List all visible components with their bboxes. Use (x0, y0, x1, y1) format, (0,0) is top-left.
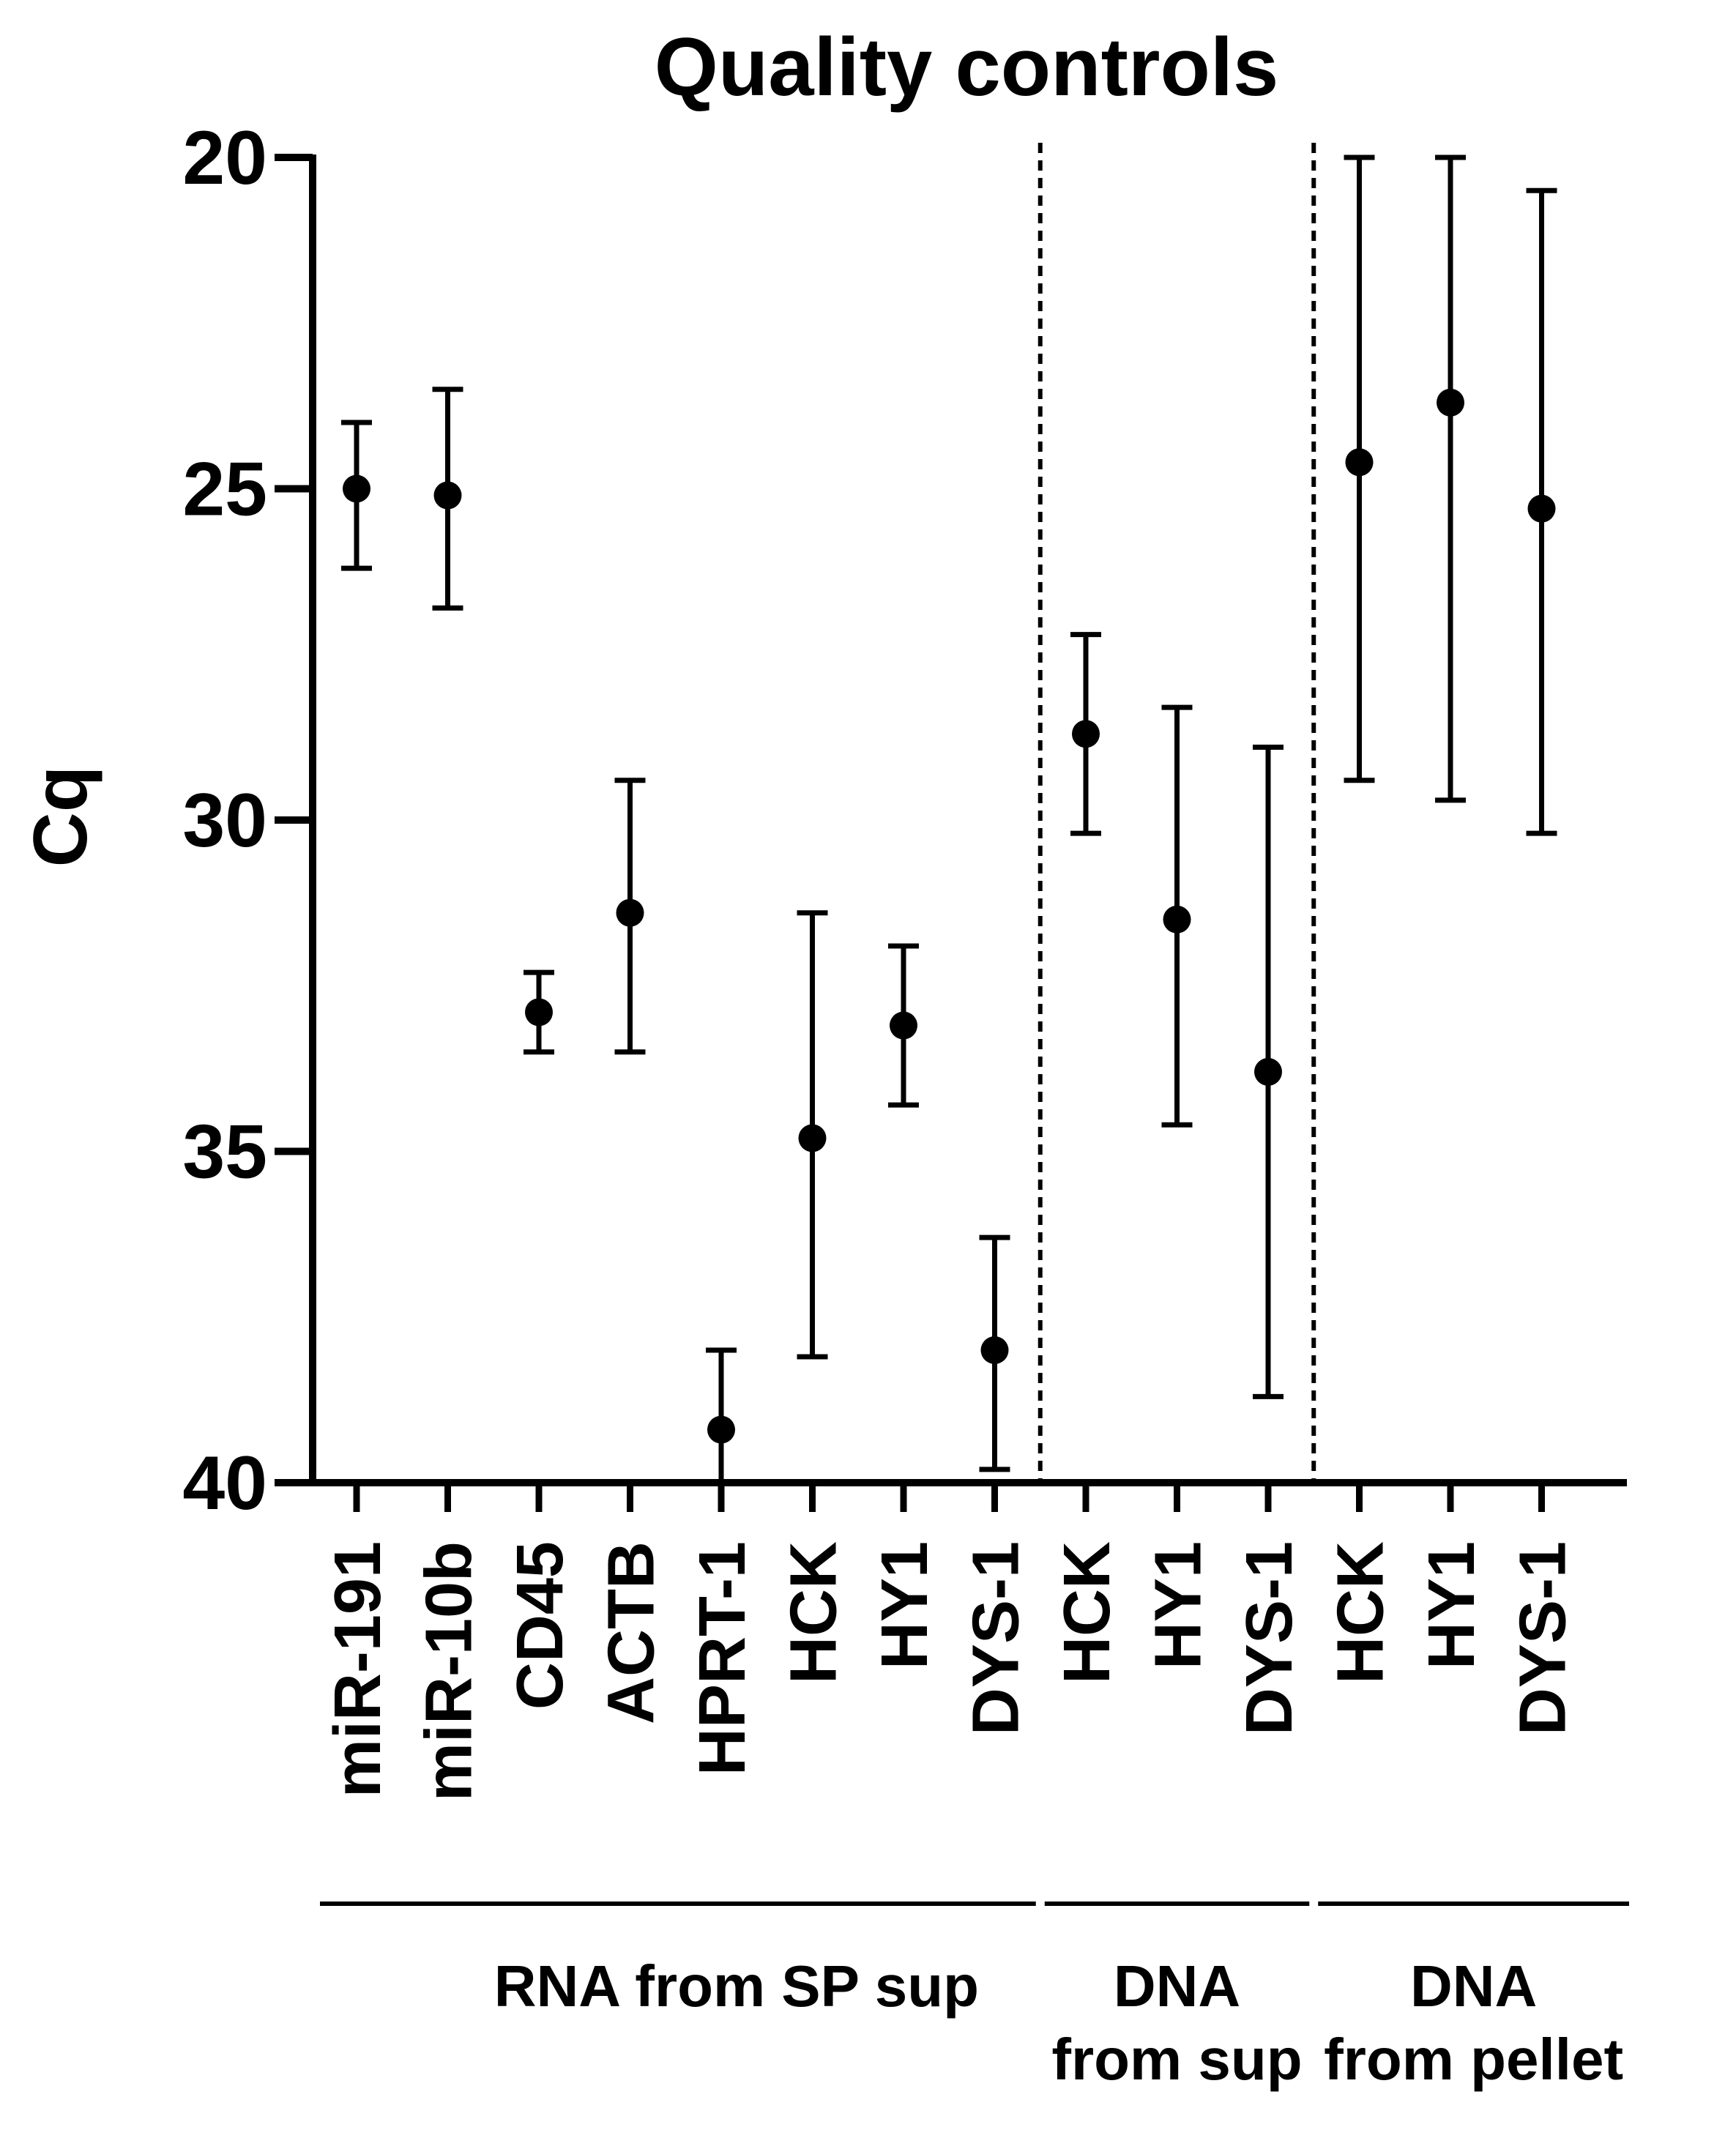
data-point (890, 1011, 917, 1040)
data-point-group (979, 1234, 1010, 1472)
data-point (980, 1336, 1009, 1364)
x-tick-label: CD45 (504, 1541, 577, 1710)
chart-title: Quality controls (655, 21, 1279, 113)
group-labels: RNA from SP sup DNA from sup DNA from pellet (320, 1902, 1629, 2092)
data-point-group (1344, 154, 1375, 783)
x-axis: miR-191 miR-10b CD45 ACTB HPRT-1 HCK HY1 DYS-1 H… (313, 1479, 1627, 1801)
data-point-group (524, 969, 554, 1055)
data-point-group (797, 910, 828, 1360)
data-point-group (706, 1347, 737, 1486)
data-point (798, 1124, 827, 1152)
data-point-group (432, 387, 463, 611)
data-point (616, 898, 644, 927)
x-tick-label: DYS-1 (960, 1541, 1033, 1735)
dividers (1037, 143, 1316, 1483)
data-point (1254, 1057, 1282, 1086)
data-point (343, 474, 370, 503)
group-label-line: DNA (1114, 1953, 1240, 2019)
x-tick-label: miR-191 (321, 1541, 395, 1798)
data-point (525, 998, 553, 1027)
data-point (433, 481, 462, 510)
x-tick-label: HCK (1051, 1541, 1124, 1684)
x-tick-label: HCK (778, 1541, 851, 1684)
data-point (1437, 388, 1464, 417)
data-point-group (614, 778, 646, 1055)
y-tick-label: 25 (182, 447, 267, 532)
x-tick-label: HY1 (868, 1541, 942, 1669)
data-point-group (1253, 744, 1284, 1399)
y-axis-label: Cq (18, 766, 103, 868)
y-tick-label: 20 (182, 116, 267, 201)
data-point-group (341, 420, 372, 571)
data-point-group (888, 943, 919, 1108)
y-tick-label: 35 (182, 1110, 267, 1195)
x-tick-label: DYS-1 (1233, 1541, 1306, 1735)
group-label-line: from sup (1051, 2027, 1302, 2092)
group-label: RNA from SP sup (494, 1953, 979, 2019)
x-tick-label: DYS-1 (1507, 1541, 1580, 1735)
x-tick-label: ACTB (595, 1541, 668, 1724)
group-label: DNA from sup (1051, 1953, 1302, 2092)
group-label-line: DNA (1410, 1953, 1537, 2019)
data-point (707, 1415, 735, 1444)
data-points (341, 154, 1557, 1486)
data-point-group (1435, 154, 1466, 803)
y-tick-label: 30 (182, 778, 267, 863)
data-point (1345, 448, 1374, 477)
data-point-group (1070, 632, 1101, 836)
x-tick-label: HY1 (1415, 1541, 1489, 1669)
x-tick-label: HY1 (1142, 1541, 1215, 1669)
x-tick-label: miR-10b (413, 1541, 486, 1801)
group-label-line: from pellet (1324, 2027, 1623, 2092)
x-tick-label: HCK (1325, 1541, 1398, 1684)
y-axis: 20 25 30 35 40 (182, 116, 316, 1526)
group-label: DNA from pellet (1324, 1953, 1623, 2092)
data-point-group (1526, 187, 1557, 836)
data-point (1527, 494, 1556, 523)
data-point-group (1161, 704, 1193, 1128)
x-tick-label: HPRT-1 (686, 1541, 759, 1776)
y-tick-label: 40 (182, 1441, 267, 1526)
data-point (1072, 720, 1100, 748)
data-point (1163, 905, 1191, 934)
